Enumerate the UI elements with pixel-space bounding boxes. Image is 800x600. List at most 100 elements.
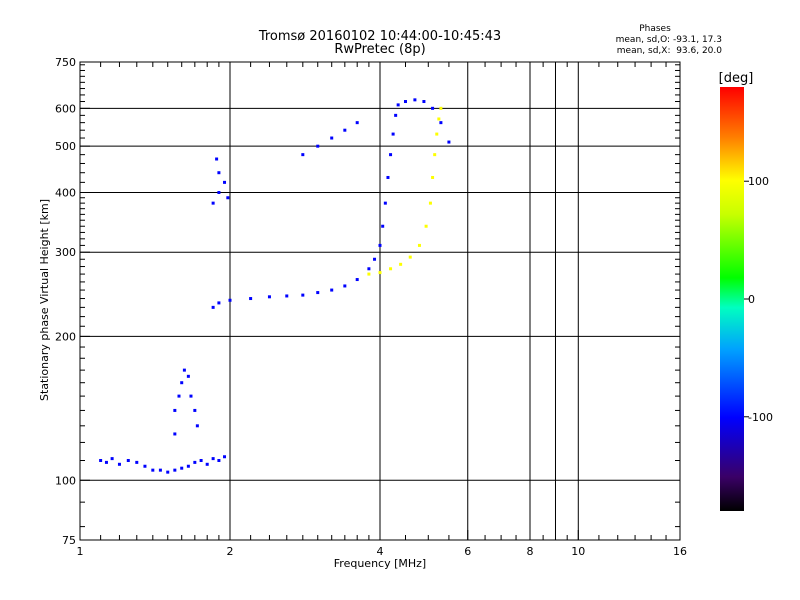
data-point [383,201,387,205]
data-point [391,132,395,136]
data-point [166,470,170,474]
data-point [180,466,184,470]
axis-ticks [79,61,681,541]
data-point [378,243,382,247]
data-point [193,460,197,464]
data-point [439,121,443,125]
data-point [104,460,108,464]
y-tick-label: 200 [55,330,76,343]
data-point [433,153,437,157]
data-point [211,201,215,205]
data-point [249,297,253,301]
x-tick-label: 8 [527,545,534,558]
data-point [424,224,428,228]
data-point [180,381,184,385]
colorbar-tick-label: -100 [748,411,773,424]
phases-x-mode: mean, sd,X: 93.6, 20.0 [617,46,723,56]
y-tick-label: 750 [55,56,76,69]
data-point [396,103,400,107]
data-point [205,462,209,466]
data-point [431,106,435,110]
data-point [381,224,385,228]
colorbar-ticks: 100 0 -100 [744,175,773,424]
data-point [343,128,347,132]
grid-lines [80,62,680,540]
data-point [217,171,221,175]
data-point [223,180,227,184]
data-point [389,267,393,271]
data-point [301,293,305,297]
data-point [367,272,371,276]
y-axis-label: Stationary phase Virtual Height [km] [38,199,51,401]
phases-heading: Phases [639,24,671,34]
data-point [316,291,320,295]
colorbar [720,87,744,511]
data-point [173,408,177,412]
data-point [223,455,227,459]
data-point [435,132,439,136]
y-tick-label: 300 [55,246,76,259]
data-point [189,394,193,398]
x-tick-label: 10 [571,545,585,558]
data-point [173,468,177,472]
data-point [439,106,443,110]
data-point [228,298,232,302]
data-point [355,121,359,125]
y-tick-label: 400 [55,186,76,199]
data-point [394,113,398,117]
data-point [316,144,320,148]
y-tick-label: 75 [62,534,76,547]
plot-area [79,61,681,541]
data-point [151,468,155,472]
data-point [378,271,382,275]
chart-subtitle: RwPretec (8p) [334,42,425,57]
data-point [217,190,221,194]
data-point [285,294,289,298]
x-tick-label: 2 [227,545,234,558]
data-point [422,100,426,104]
data-point [99,458,103,462]
y-tick-label: 500 [55,140,76,153]
data-point [399,262,403,266]
data-point [110,457,114,461]
data-point [211,457,215,461]
data-point [182,368,186,372]
data-point [428,201,432,205]
data-point [143,464,147,468]
data-point [193,408,197,412]
data-point [330,136,334,140]
data-point [217,458,221,462]
data-point [389,153,393,157]
x-tick-label: 1 [77,545,84,558]
data-point [215,157,219,161]
data-point [408,255,412,259]
data-point [158,468,162,472]
data-point [403,100,407,104]
data-point [373,257,377,261]
data-point [195,424,199,428]
data-point [135,460,139,464]
data-point [355,278,359,282]
data-point [437,117,441,121]
colorbar-tick-label: 0 [748,293,755,306]
x-tick-labels: 1 2 4 6 8 10 16 [77,545,688,558]
x-tick-label: 4 [377,545,384,558]
data-point [267,295,271,299]
data-points [99,98,451,474]
data-point [447,140,451,144]
colorbar-tick-label: 100 [748,175,769,188]
colorbar-label: [deg] [719,71,754,86]
data-point [386,175,390,179]
data-point [431,175,435,179]
data-point [226,196,230,200]
data-point [330,288,334,292]
y-tick-label: 600 [55,102,76,115]
x-tick-label: 6 [464,545,471,558]
x-tick-label: 16 [673,545,687,558]
data-point [177,394,181,398]
data-point [186,464,190,468]
data-point [126,458,130,462]
phases-o-mode: mean, sd,O: -93.1, 17.3 [616,35,722,45]
data-point [367,267,371,271]
